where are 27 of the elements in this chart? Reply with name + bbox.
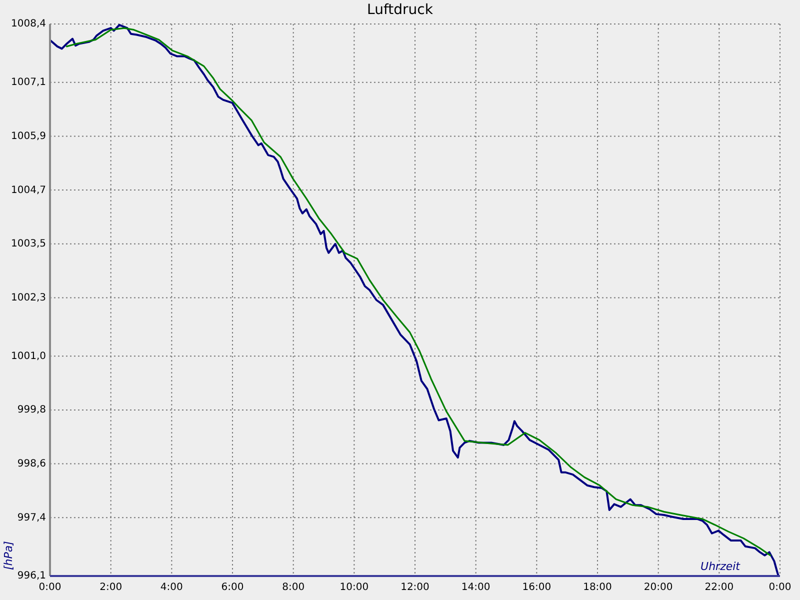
y-tick-label: 1007,1 xyxy=(11,77,46,88)
x-tick-label: 14:00 xyxy=(461,582,490,593)
y-tick-label: 1001,0 xyxy=(11,350,46,362)
x-tick-label: 22:00 xyxy=(704,582,734,593)
y-tick-label: 1005,9 xyxy=(11,130,46,142)
y-tick-label: 1008,4 xyxy=(11,18,46,30)
y-tick-label: 996,1 xyxy=(17,570,46,582)
x-tick-label: 0:00 xyxy=(768,582,792,593)
y-tick-label: 999,8 xyxy=(17,404,46,416)
y-tick-label: 1003,5 xyxy=(11,238,46,250)
x-axis-title: Uhrzeit xyxy=(700,560,741,573)
x-tick-label: 0:00 xyxy=(38,582,62,593)
y-tick-label: 1004,7 xyxy=(11,184,46,196)
x-tick-label: 18:00 xyxy=(583,582,612,593)
x-tick-label: 8:00 xyxy=(282,582,305,593)
y-tick-label: 998,6 xyxy=(17,458,46,470)
y-axis-title: [hPa] xyxy=(2,541,15,570)
y-tick-label: 1002,3 xyxy=(11,292,46,304)
y-tick-label: 997,4 xyxy=(17,512,46,524)
x-tick-label: 20:00 xyxy=(644,582,673,593)
x-tick-label: 6:00 xyxy=(221,582,244,593)
x-tick-label: 12:00 xyxy=(400,582,430,593)
x-tick-label: 2:00 xyxy=(100,582,122,593)
x-tick-label: 10:00 xyxy=(340,582,369,593)
chart-title: Luftdruck xyxy=(367,2,434,18)
x-tick-label: 16:00 xyxy=(522,582,552,593)
x-tick-label: 4:00 xyxy=(160,582,183,593)
